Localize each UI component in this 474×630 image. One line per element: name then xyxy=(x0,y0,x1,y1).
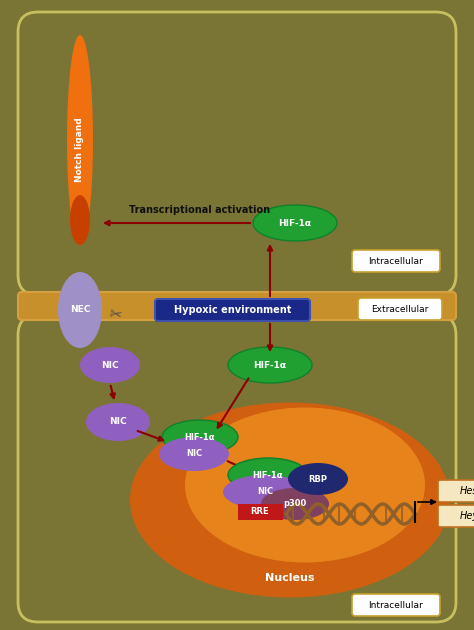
Ellipse shape xyxy=(228,458,308,492)
Ellipse shape xyxy=(261,488,329,520)
Ellipse shape xyxy=(159,437,229,471)
Ellipse shape xyxy=(288,463,348,495)
Text: NIC: NIC xyxy=(101,360,119,370)
FancyBboxPatch shape xyxy=(18,12,456,295)
Text: p300: p300 xyxy=(283,500,307,508)
Ellipse shape xyxy=(70,195,90,245)
Bar xyxy=(238,504,283,520)
FancyBboxPatch shape xyxy=(438,480,474,502)
Ellipse shape xyxy=(80,347,140,383)
Text: γ-secretase: γ-secretase xyxy=(155,311,207,319)
Ellipse shape xyxy=(185,408,425,563)
FancyBboxPatch shape xyxy=(18,292,456,320)
Text: HIF-1α: HIF-1α xyxy=(254,360,287,370)
Text: Transcriptional activation: Transcriptional activation xyxy=(129,205,271,215)
Ellipse shape xyxy=(162,420,238,454)
Text: ✂: ✂ xyxy=(108,307,123,323)
FancyBboxPatch shape xyxy=(155,299,310,321)
Text: RRE: RRE xyxy=(251,508,269,517)
Ellipse shape xyxy=(58,272,102,348)
Text: Hey: Hey xyxy=(459,511,474,521)
Ellipse shape xyxy=(67,35,93,245)
Text: NIC: NIC xyxy=(186,449,202,459)
Text: RBP: RBP xyxy=(309,474,328,483)
Text: HIF-1α: HIF-1α xyxy=(253,471,283,479)
Text: NIC: NIC xyxy=(109,418,127,427)
FancyBboxPatch shape xyxy=(352,250,440,272)
Ellipse shape xyxy=(253,205,337,241)
Text: HIF-1α: HIF-1α xyxy=(278,219,311,227)
Text: Intracellular: Intracellular xyxy=(369,256,423,265)
Text: HIF-1α: HIF-1α xyxy=(185,433,215,442)
Text: NEC: NEC xyxy=(70,306,90,314)
FancyBboxPatch shape xyxy=(358,298,442,320)
Ellipse shape xyxy=(228,347,312,383)
Text: Nucleus: Nucleus xyxy=(265,573,315,583)
Text: Hes: Hes xyxy=(460,486,474,496)
FancyBboxPatch shape xyxy=(352,594,440,616)
Text: Intracellular: Intracellular xyxy=(369,600,423,609)
Text: Extracellular: Extracellular xyxy=(371,304,428,314)
Ellipse shape xyxy=(86,403,150,441)
Text: Notch ligand: Notch ligand xyxy=(75,118,84,182)
FancyBboxPatch shape xyxy=(18,315,456,622)
Ellipse shape xyxy=(223,475,307,509)
Text: NIC: NIC xyxy=(257,488,273,496)
FancyBboxPatch shape xyxy=(438,505,474,527)
Text: Hypoxic environment: Hypoxic environment xyxy=(174,305,292,315)
Ellipse shape xyxy=(130,403,450,597)
